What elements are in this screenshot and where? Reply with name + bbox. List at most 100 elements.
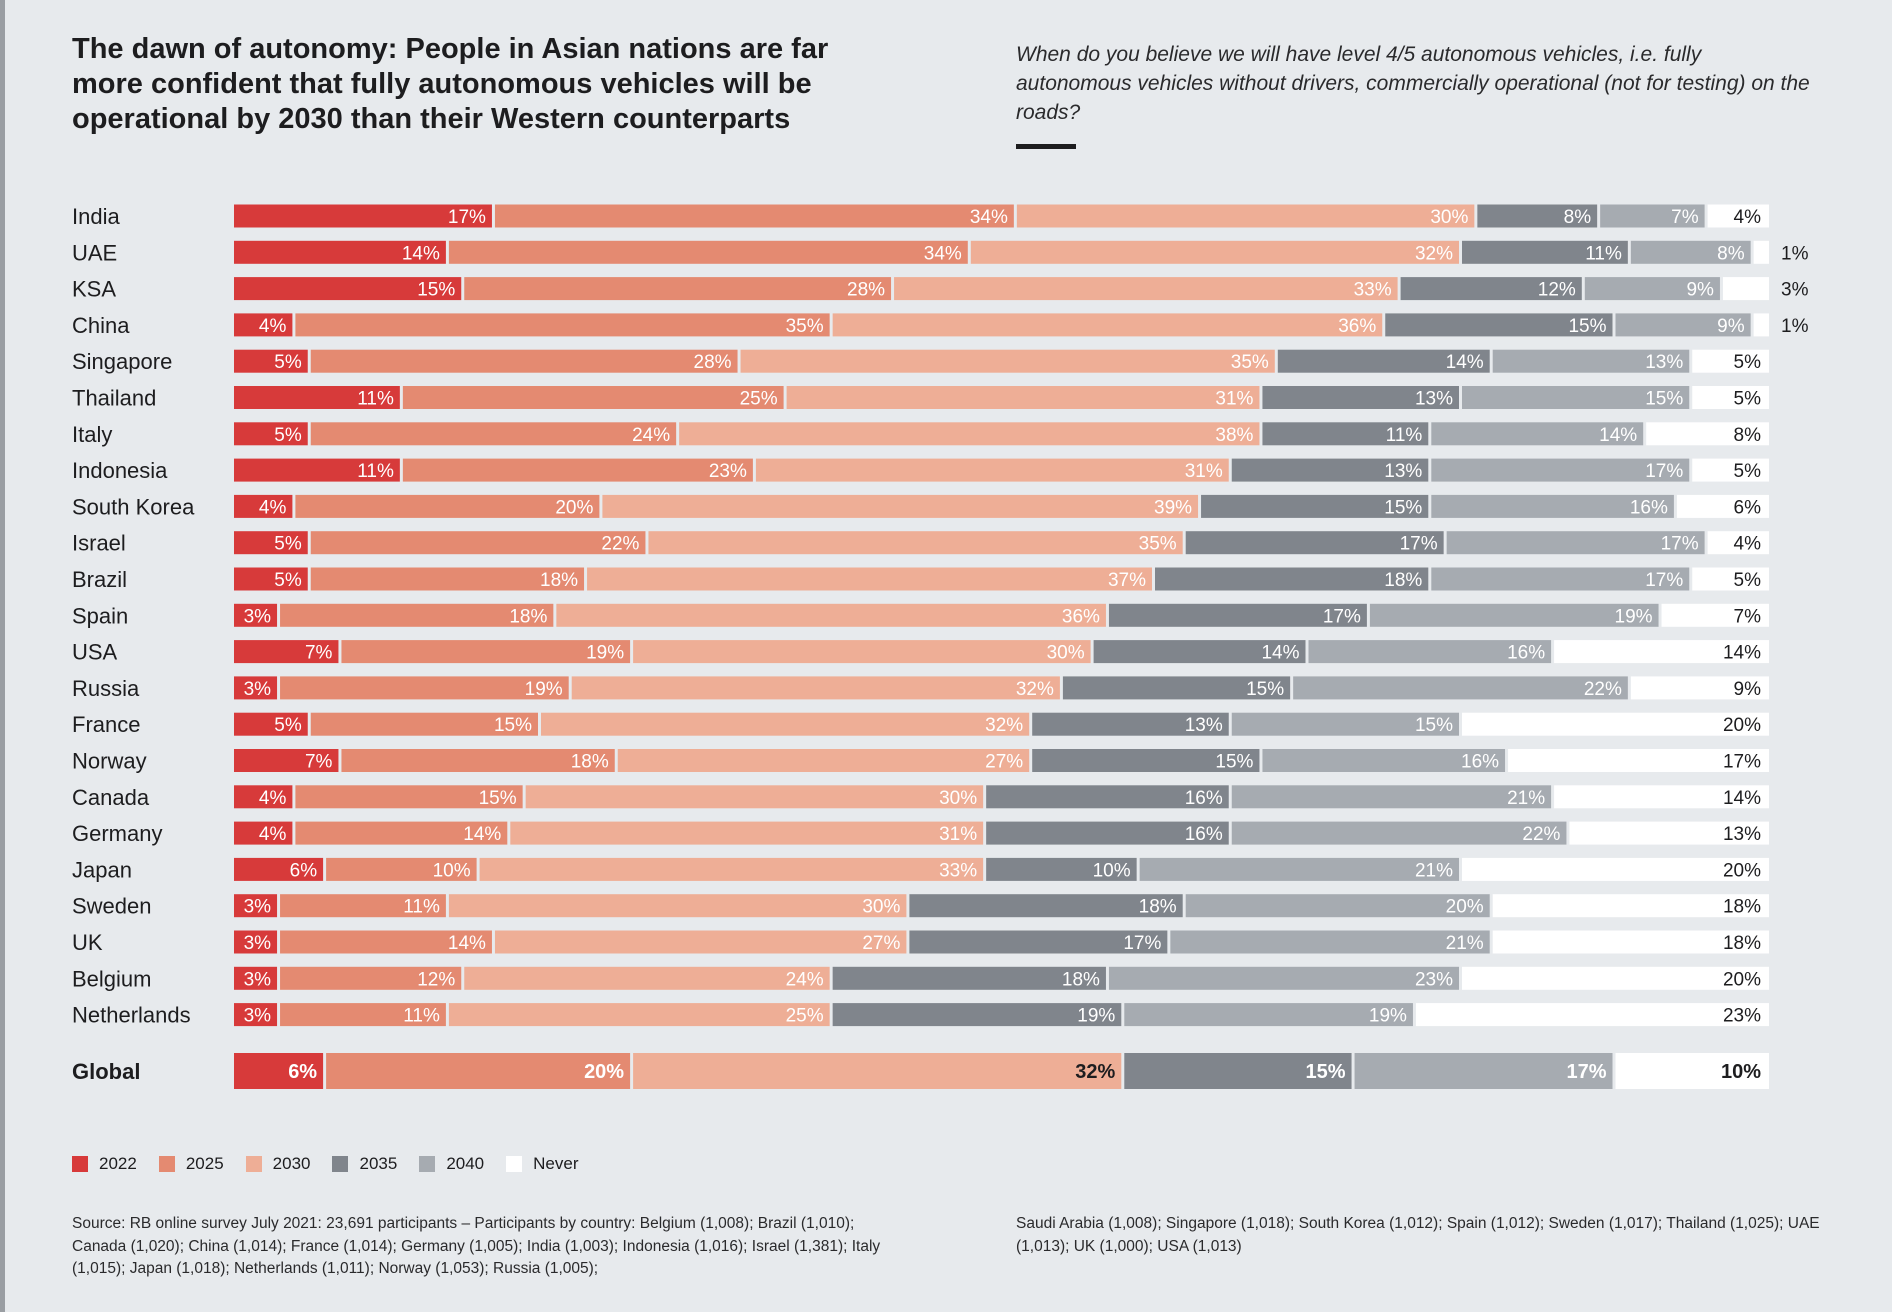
legend-label: 2022: [99, 1154, 137, 1173]
value-label-germany-2040: 22%: [1522, 824, 1560, 845]
bar-germany-2035: [986, 821, 1229, 845]
bar-russia-never: [1630, 676, 1769, 700]
value-label-thailand-2025: 25%: [740, 389, 778, 410]
value-label-india-never: 4%: [1734, 207, 1762, 228]
value-label-france-2025: 15%: [494, 715, 532, 736]
legend-label: 2025: [185, 1154, 224, 1173]
row-label-spain: Spain: [72, 603, 128, 628]
value-label-belgium-2025: 12%: [417, 969, 455, 990]
row-label-uae: UAE: [72, 240, 117, 265]
row-label-france: France: [72, 712, 140, 737]
value-label-brazil-2025: 18%: [540, 570, 578, 591]
value-label-israel-never: 4%: [1734, 534, 1762, 555]
bar-south-korea-2022: [234, 494, 293, 518]
bar-usa-never: [1554, 640, 1769, 664]
bar-belgium-2022: [234, 966, 278, 990]
value-label-brazil-2030: 37%: [1108, 570, 1146, 591]
value-label-spain-2022: 3%: [244, 606, 272, 627]
bar-israel-2022: [234, 531, 308, 555]
stacked-bar-chart: India 17% 34% 30% 8% 7% 4% UAE 14% 34% 32% 11% 8% 1% K…: [72, 204, 1809, 1089]
value-label-india-2022: 17%: [448, 207, 486, 228]
value-label-sweden-2030: 30%: [862, 897, 900, 918]
value-label-russia-2022: 3%: [244, 679, 272, 700]
bar-canada-2035: [986, 785, 1229, 809]
value-label-global-2040: 17%: [1566, 1061, 1606, 1083]
legend-item-never: Never: [506, 1154, 579, 1174]
value-label-indonesia-2035: 13%: [1384, 461, 1422, 482]
source-note-right: Saudi Arabia (1,008); Singapore (1,018);…: [1016, 1215, 1820, 1255]
value-label-germany-never: 13%: [1723, 824, 1761, 845]
legend-item-2030: 2030: [245, 1154, 310, 1174]
bar-japan-2040: [1139, 857, 1459, 881]
bar-netherlands-never: [1415, 1003, 1769, 1027]
row-label-germany: Germany: [72, 821, 162, 846]
bar-thailand-2035: [1262, 386, 1459, 409]
value-label-canada-2025: 15%: [479, 788, 517, 809]
legend-swatch: [419, 1156, 436, 1172]
value-label-sweden-2040: 20%: [1446, 897, 1484, 918]
bar-global-2025: [326, 1053, 631, 1089]
bar-usa-2030: [633, 640, 1091, 664]
bar-indonesia-never: [1692, 458, 1769, 482]
value-label-norway-2040: 16%: [1461, 752, 1499, 773]
bar-italy-2022: [234, 422, 308, 446]
bar-uae-2040: [1630, 240, 1751, 264]
bar-sweden-2040: [1185, 894, 1490, 918]
bar-norway-never: [1508, 749, 1769, 772]
value-label-italy-2040: 14%: [1599, 425, 1637, 446]
value-label-thailand-2030: 31%: [1215, 389, 1253, 410]
bar-germany-2040: [1231, 821, 1567, 845]
bar-singapore-2030: [740, 349, 1275, 373]
bar-canada-never: [1554, 785, 1769, 809]
value-label-norway-2030: 27%: [985, 752, 1023, 773]
bar-global-2022: [234, 1053, 324, 1089]
value-label-thailand-2035: 13%: [1415, 389, 1453, 410]
bar-netherlands-2040: [1124, 1003, 1413, 1027]
legend-swatch: [332, 1156, 349, 1172]
bar-belgium-never: [1462, 966, 1769, 990]
value-label-usa-2022: 7%: [305, 643, 333, 664]
value-label-belgium-2030: 24%: [786, 969, 824, 990]
value-label-ksa-2035: 12%: [1538, 280, 1576, 301]
row-label-global: Global: [72, 1059, 140, 1084]
legend-item-2035: 2035: [332, 1154, 397, 1174]
value-label-global-2030: 32%: [1075, 1061, 1115, 1083]
bar-sweden-2035: [909, 894, 1183, 918]
bar-germany-never: [1569, 821, 1769, 845]
value-label-france-never: 20%: [1723, 715, 1761, 736]
bar-india-2030: [1016, 204, 1475, 228]
bar-brazil-never: [1692, 567, 1769, 591]
bar-thailand-never: [1692, 386, 1769, 409]
bar-canada-2025: [295, 785, 523, 809]
value-label-china-2040: 9%: [1717, 316, 1745, 337]
bar-russia-2022: [234, 676, 278, 700]
row-label-sweden: Sweden: [72, 894, 152, 919]
bar-norway-2035: [1032, 749, 1260, 772]
value-label-belgium-2040: 23%: [1415, 969, 1453, 990]
value-label-germany-2030: 31%: [939, 824, 977, 845]
bar-israel-2040: [1446, 531, 1705, 555]
value-label-belgium-never: 20%: [1723, 969, 1761, 990]
value-label-brazil-2022: 5%: [274, 570, 302, 591]
bar-indonesia-2040: [1431, 458, 1690, 482]
value-label-usa-2040: 16%: [1507, 643, 1545, 664]
bar-italy-2040: [1431, 422, 1644, 446]
bar-usa-2022: [234, 640, 339, 664]
value-label-uk-2030: 27%: [862, 933, 900, 954]
legend: 2022 2025 2030 2035 2040 Never: [72, 1152, 601, 1176]
value-label-south-korea-never: 6%: [1734, 497, 1762, 518]
row-label-russia: Russia: [72, 676, 140, 701]
bar-russia-2025: [280, 676, 569, 700]
bar-global-2035: [1124, 1053, 1352, 1089]
value-label-japan-2040: 21%: [1415, 860, 1453, 881]
value-label-indonesia-2030: 31%: [1185, 461, 1223, 482]
value-label-usa-2025: 19%: [586, 643, 624, 664]
value-label-russia-2040: 22%: [1584, 679, 1622, 700]
value-label-sweden-2035: 18%: [1139, 897, 1177, 918]
value-label-china-2030: 36%: [1338, 316, 1376, 337]
value-label-uae-2040: 8%: [1717, 243, 1745, 264]
bar-singapore-never: [1692, 349, 1769, 373]
legend-swatch: [506, 1156, 523, 1172]
bar-south-korea-2035: [1201, 494, 1429, 518]
